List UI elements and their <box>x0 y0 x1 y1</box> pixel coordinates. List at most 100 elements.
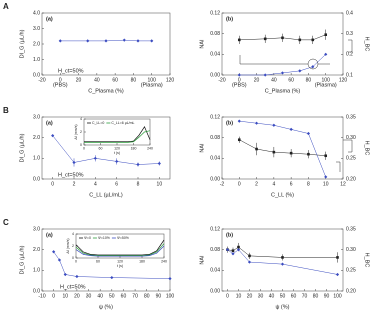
x-axis-label: t (s) <box>117 264 123 268</box>
x-tick-label: 20 <box>74 293 80 299</box>
y-tick-label: 2.0 <box>33 247 40 253</box>
data-point <box>248 254 251 258</box>
x-tick-label: 80 <box>144 293 150 299</box>
data-point <box>168 277 172 281</box>
series-line <box>227 249 338 275</box>
x-tick-label: 0 <box>52 293 55 299</box>
y-tick-label: 3.0 <box>33 226 40 232</box>
x-tick-label: 0 <box>51 181 54 187</box>
x-tick-label: 2 <box>73 181 76 187</box>
data-point <box>72 160 76 165</box>
y-tick-label: 0 <box>80 143 82 147</box>
x-tick-label: 240 <box>161 259 167 263</box>
data-point <box>237 38 241 42</box>
annotation: (Plasma) <box>315 82 337 88</box>
x-tick-label: 20 <box>254 77 260 83</box>
x-tick-label: 2 <box>255 181 258 187</box>
data-point <box>272 150 276 154</box>
data-point <box>255 147 258 151</box>
y-tick-label: 3.0 <box>33 114 40 120</box>
data-point <box>306 131 311 136</box>
data-point <box>136 39 140 43</box>
panel-label: (a) <box>46 16 53 22</box>
callout-line <box>336 139 353 172</box>
y-tick-label: 0.08 <box>210 247 220 253</box>
x-tick-label: 30 <box>86 293 92 299</box>
annotation: H_ct=50% <box>58 172 84 178</box>
y-axis-label: NAI <box>199 39 205 49</box>
series-line <box>75 239 165 256</box>
x-tick-label: 180 <box>131 146 137 150</box>
data-point <box>289 127 293 131</box>
series-line <box>84 126 151 143</box>
data-point <box>51 134 55 138</box>
row-label: C <box>3 218 9 227</box>
annotation: (PBS) <box>53 82 68 88</box>
x-tick-label: 100 <box>166 293 175 299</box>
x-axis-label: ψ (%) <box>99 304 113 310</box>
data-point <box>104 39 108 43</box>
series-line <box>239 54 326 76</box>
y2-tick-label: 0.30 <box>346 135 356 141</box>
y2-tick-label: 0.20 <box>346 288 356 294</box>
y-tick-label: 2 <box>72 244 74 248</box>
inset-frame <box>83 118 151 146</box>
x-tick-label: 120 <box>339 77 348 83</box>
data-point <box>324 33 328 36</box>
x-tick-label: 6 <box>115 181 118 187</box>
x-tick-label: -2 <box>220 181 225 187</box>
series-line <box>75 243 165 256</box>
x-axis-label: C_Plasma (%) <box>265 88 301 94</box>
data-point <box>247 260 252 264</box>
x-tick-label: -10 <box>38 293 45 299</box>
data-point <box>298 38 302 42</box>
x-tick-label: 60 <box>99 146 103 150</box>
legend-label: Ψ=50% <box>117 236 129 240</box>
row-label: A <box>3 2 9 11</box>
x-tick-label: 10 <box>323 181 329 187</box>
x-tick-label: 60 <box>288 77 294 83</box>
data-point <box>237 138 241 142</box>
x-tick-label: 0 <box>238 77 241 83</box>
data-point <box>122 38 126 42</box>
data-point <box>86 39 90 43</box>
panel-label: (b) <box>226 232 233 238</box>
data-point <box>298 69 302 73</box>
data-point <box>289 151 293 155</box>
y2-axis-label: H_BC <box>364 253 370 268</box>
annotation: (Plasma) <box>141 82 163 88</box>
y-tick-label: 3.0 <box>33 26 40 32</box>
y2-axis-label: H_BC <box>364 141 370 156</box>
x-tick-label: 4 <box>94 181 97 187</box>
x-tick-label: 60 <box>291 293 297 299</box>
y2-tick-label: 0.35 <box>346 114 356 120</box>
y-axis-label: DI_G (µL/h) <box>19 133 25 162</box>
data-point <box>231 249 235 252</box>
x-tick-label: 8 <box>137 181 140 187</box>
annotation: H_ct=50% <box>58 68 84 74</box>
y-tick-label: 0.00 <box>210 288 220 294</box>
y-tick-label: 0.08 <box>210 135 220 141</box>
y-axis-label: DI_G (µL/h) <box>19 29 25 58</box>
y-tick-label: 1.0 <box>33 268 40 274</box>
x-tick-label: 80 <box>131 77 137 83</box>
data-point <box>237 119 241 123</box>
data-point <box>263 73 267 77</box>
data-point <box>157 161 161 166</box>
plot-frame <box>41 12 171 76</box>
y-axis-label: DI_G (µL/h) <box>19 245 25 274</box>
series-line <box>239 34 326 41</box>
y-tick-label: 4.0 <box>33 10 40 16</box>
data-point <box>263 37 267 41</box>
plot-frame <box>221 116 344 180</box>
annotation: H_ct=50% <box>60 284 86 290</box>
y-tick-label: 0 <box>72 256 74 260</box>
legend-label: C_LL=6 µL/mL <box>111 121 134 125</box>
data-point <box>52 250 56 254</box>
y-tick-label: 1.0 <box>33 57 40 63</box>
data-point <box>63 272 67 277</box>
data-point <box>110 275 114 280</box>
x-tick-label: 10 <box>236 293 242 299</box>
data-point <box>237 73 241 77</box>
